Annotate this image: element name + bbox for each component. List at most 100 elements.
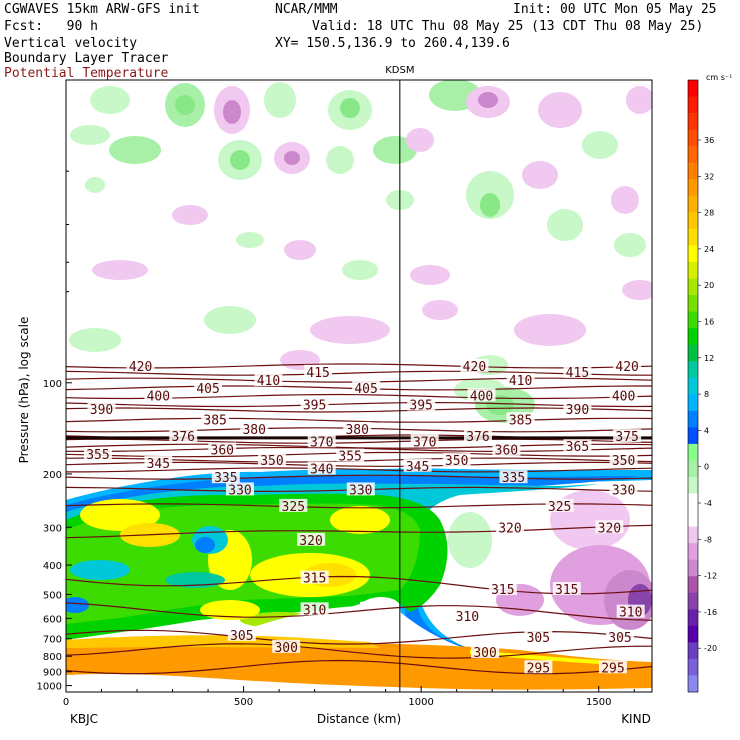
- isentrope-label-bg: [208, 442, 237, 456]
- isentrope-label: 375: [615, 430, 638, 445]
- isentrope-label-bg: [410, 434, 439, 448]
- isentrope-label-bg: [300, 397, 329, 411]
- isentrope-label-bg: [257, 453, 286, 467]
- isentrope-label-bg: [552, 582, 581, 596]
- isentrope-label: 420: [615, 360, 638, 375]
- isentrope-label: 395: [303, 399, 326, 414]
- colorbar-label: 8: [704, 390, 709, 399]
- isentrope-label: 410: [509, 374, 532, 389]
- colorbar-frame: [687, 79, 699, 693]
- colorbar-unit: cm s⁻¹: [706, 73, 732, 82]
- colorbar-swatch: [688, 245, 698, 263]
- colorbar-label: 0: [704, 463, 709, 472]
- colorbar-swatch: [688, 179, 698, 197]
- y-axis-label: Pressure (hPa), log scale: [17, 317, 31, 464]
- x-tick-label: 1500: [586, 697, 611, 708]
- colorbar-swatch: [688, 625, 698, 643]
- isentrope-label-bg: [307, 434, 336, 448]
- isentrope-340: [66, 467, 652, 473]
- isentrope-label: 345: [147, 457, 170, 472]
- model-title: CGWAVES 15km ARW-GFS init: [4, 2, 200, 17]
- isentrope-label: 385: [509, 413, 532, 428]
- isentrope-label-bg: [227, 627, 256, 641]
- colorbar-swatch: [688, 146, 698, 163]
- isentrope-label: 355: [86, 448, 109, 463]
- y-axis: 100 200 300 400 500 600 700 800 900 1000: [37, 170, 72, 693]
- isentrope-label: 380: [345, 423, 368, 438]
- isentrope-label-bg: [453, 609, 482, 623]
- isentrope-label: 350: [445, 454, 468, 469]
- colorbar-swatch: [688, 361, 698, 379]
- updraft-band: [66, 468, 652, 655]
- colorbar-swatch: [688, 658, 698, 676]
- isentrope-label: 360: [495, 443, 518, 458]
- x-axis: 0 500 1000 1500: [63, 686, 635, 708]
- terrain: [66, 673, 652, 692]
- isentrope-label: 395: [409, 399, 432, 414]
- isentrope-label-bg: [194, 380, 223, 394]
- colorbar-swatch: [688, 592, 698, 610]
- colorbar-swatch: [688, 311, 698, 329]
- colorbar-swatch: [688, 228, 698, 246]
- y-tick-label: 800: [43, 652, 62, 663]
- isentrope-385: [66, 417, 652, 423]
- colorbar-label: -4: [704, 499, 712, 508]
- isentrope-label: 405: [196, 382, 219, 397]
- isentrope-label-bg: [460, 358, 489, 372]
- isentrope-label: 320: [498, 521, 521, 536]
- isentrope-label: 350: [612, 454, 635, 469]
- isentrope-label: 300: [274, 641, 297, 656]
- isentrope-label-bg: [83, 447, 112, 461]
- y-tick-label: 400: [43, 561, 62, 572]
- x-axis-label: Distance (km): [317, 712, 401, 726]
- y-tick-label: 500: [43, 590, 62, 601]
- colorbar-label: 32: [704, 172, 714, 181]
- isentrope-label: 420: [129, 360, 152, 375]
- isentrope-label: 300: [473, 646, 496, 661]
- isentrope-300: [66, 643, 652, 659]
- isentrope-320: [66, 524, 652, 539]
- colorbar-swatch: [688, 328, 698, 345]
- colorbar: 36 32 28 24 20 16 12 8 4 0 -4 -8 -12 -16 -20: [687, 79, 717, 693]
- colorbar-swatch: [688, 460, 698, 478]
- isentrope-label-bg: [506, 373, 535, 387]
- y-tick-label: 300: [43, 523, 62, 534]
- valid-time: Valid: 18 UTC Thu 08 May 25 (13 CDT Thu …: [312, 19, 704, 34]
- isentrope-label-bg: [346, 482, 375, 496]
- colorbar-swatch: [688, 80, 698, 97]
- isentrope-label: 295: [527, 661, 550, 676]
- right-station-label: KIND: [621, 712, 651, 726]
- isentrope-395: [66, 402, 652, 408]
- colorbar-swatch: [688, 96, 698, 114]
- colorbar-swatch: [688, 278, 698, 296]
- colorbar-label: -20: [704, 644, 717, 653]
- colorbar-swatch: [688, 493, 698, 511]
- y-tick-label: 1000: [37, 682, 62, 693]
- isentrope-label: 380: [242, 423, 265, 438]
- isentrope-label-bg: [279, 498, 308, 512]
- isentrope-label: 315: [303, 572, 326, 587]
- isentrope-label-bg: [495, 520, 524, 534]
- isentrope-label: 305: [527, 631, 550, 646]
- isentrope-label: 385: [203, 413, 226, 428]
- colorbar-swatch: [688, 559, 698, 577]
- station-label-kdsm: KDSM: [385, 65, 414, 76]
- cross-section-xy: XY= 150.5,136.9 to 260.4,139.6: [275, 36, 510, 51]
- colorbar-label: 12: [704, 354, 714, 363]
- colorbar-swatch: [688, 443, 698, 461]
- isentrope-label-bg: [240, 421, 269, 435]
- isentrope-label-bg: [492, 442, 521, 456]
- isentrope-label-bg: [226, 482, 255, 496]
- isentrope-label: 315: [555, 583, 578, 598]
- isentrope-label-bg: [563, 439, 592, 453]
- colorbar-label: 16: [704, 318, 714, 327]
- isentrope-label-bg: [272, 639, 301, 653]
- isentrope-390: [66, 407, 652, 413]
- isentrope-label: 405: [354, 382, 377, 397]
- isentrope-295: [66, 659, 652, 675]
- isentrope-label-bg: [524, 660, 553, 674]
- isentrope-label: 370: [310, 435, 333, 450]
- isentrope-label: 400: [612, 389, 635, 404]
- colorbar-swatch: [688, 113, 698, 130]
- isentrope-label: 350: [260, 454, 283, 469]
